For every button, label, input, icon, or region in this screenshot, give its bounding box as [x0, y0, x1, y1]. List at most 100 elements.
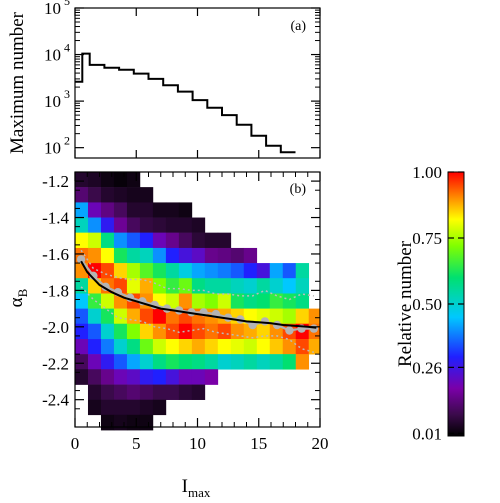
- dotted-upper-line: [80, 249, 315, 301]
- ytick-label-exponent: 5: [64, 0, 70, 8]
- xtick-label: 5: [132, 434, 141, 453]
- heatmap-cell: [217, 323, 232, 340]
- panel-a-ylabel: Maximum number: [7, 11, 28, 154]
- ytick-label-exponent: 3: [64, 87, 70, 101]
- heatmap-cell: [87, 339, 102, 355]
- heatmap-cell: [87, 247, 102, 264]
- heatmap-cell: [230, 263, 245, 279]
- heatmap-cell: [87, 293, 102, 309]
- heatmap-cell: [113, 217, 128, 233]
- heatmap-cell: [256, 339, 271, 355]
- heatmap-cell: [87, 308, 102, 325]
- heatmap-cell: [152, 202, 167, 218]
- heatmap-cell: [75, 172, 89, 188]
- heatmap-cell: [191, 278, 206, 294]
- heatmap-cell: [295, 339, 310, 355]
- ylabel-main: α: [6, 297, 27, 307]
- heatmap-cell: [87, 202, 102, 218]
- heatmap-cell: [295, 263, 310, 279]
- heatmap-cell: [113, 384, 128, 400]
- colorbar-label: Relative number: [395, 240, 416, 367]
- heatmap-cell: [87, 369, 102, 385]
- heatmap-cell: [217, 278, 232, 294]
- ytick-label: -2.2: [42, 354, 69, 373]
- colorbar-tick-label: 1.00: [412, 163, 442, 182]
- heatmap-cell: [75, 354, 89, 370]
- colorbar-ticks: 1.00 0.75 0.50 0.26 0.01: [412, 163, 464, 443]
- heatmap-cell: [139, 232, 154, 249]
- heatmap-cell: [75, 308, 89, 325]
- heatmap-cell: [113, 187, 128, 203]
- xlabel-main: I: [182, 476, 188, 497]
- panel-b-ticks: [74, 172, 321, 427]
- heatmap-cell: [126, 217, 141, 233]
- heatmap-cell: [126, 369, 141, 385]
- heatmap-cell: [178, 232, 193, 249]
- heatmap-cell: [100, 354, 115, 370]
- heatmap-cell: [217, 263, 232, 279]
- xtick-label: 0: [71, 434, 80, 453]
- heatmap-cell: [100, 384, 115, 400]
- heatmap-cell: [75, 217, 89, 233]
- heatmap-cell: [87, 384, 102, 400]
- heatmap-cell: [139, 323, 154, 340]
- heatmap-cell: [178, 384, 193, 400]
- data-point: [260, 317, 270, 326]
- heatmap-cell: [113, 263, 128, 279]
- ytick-label-exponent: 4: [64, 41, 70, 55]
- heatmap-cell: [191, 323, 206, 340]
- ytick-label: -2.0: [42, 318, 69, 337]
- heatmap-cell: [295, 354, 310, 370]
- heatmap-cell: [152, 369, 167, 385]
- heatmap-cell: [269, 354, 284, 370]
- heatmap-cell: [126, 278, 141, 294]
- heatmap-cell: [269, 278, 284, 294]
- heatmap-cell: [295, 278, 310, 294]
- panel-a-label: (a): [290, 19, 306, 34]
- colorbar-tick-label: 0.01: [412, 424, 442, 443]
- heatmap-cell: [243, 293, 258, 309]
- heatmap-cell: [100, 172, 115, 188]
- heatmap-cell: [152, 247, 167, 264]
- heatmap-cell: [87, 232, 102, 249]
- heatmap-cell: [139, 414, 154, 431]
- heatmap-cell: [100, 414, 115, 431]
- heatmap-cell: [282, 278, 297, 294]
- heatmap-cell: [178, 278, 193, 294]
- heatmap-cell: [100, 217, 115, 233]
- panel-b-label: (b): [290, 182, 307, 197]
- heatmap-cell: [113, 399, 128, 416]
- heatmap-cell: [191, 217, 206, 233]
- heatmap-cell: [178, 202, 193, 218]
- heatmap-cell: [191, 339, 206, 355]
- heatmap-cell: [282, 308, 297, 325]
- heatmap-cell: [191, 384, 206, 400]
- data-point: [285, 326, 294, 335]
- ytick-label: -2.4: [42, 391, 69, 410]
- panel-b-xtick-labels: 0 5 10 15 20: [71, 434, 329, 453]
- heatmap-cell: [139, 308, 154, 325]
- heatmap-cell: [139, 399, 154, 416]
- ytick-label: 10: [44, 139, 61, 158]
- heatmap-cell: [217, 247, 232, 264]
- heatmap-cells: [75, 172, 321, 431]
- heatmap-cell: [165, 217, 180, 233]
- heatmap-cell: [165, 339, 180, 355]
- xtick-label: 15: [250, 434, 267, 453]
- heatmap-cell: [282, 339, 297, 355]
- heatmap-cell: [152, 308, 167, 325]
- heatmap-cell: [87, 399, 102, 416]
- heatmap-cell: [269, 308, 284, 325]
- heatmap-cell: [204, 323, 219, 340]
- data-point: [76, 255, 86, 264]
- heatmap-cell: [178, 354, 193, 370]
- heatmap-cell: [204, 232, 219, 249]
- heatmap-cell: [165, 232, 180, 249]
- heatmap-cell: [126, 384, 141, 400]
- panel-b-xlabel: Imax: [182, 476, 211, 500]
- panel-b-ytick-labels: -1.2 -1.4 -1.6 -1.8 -2.0 -2.2 -2.4: [42, 172, 69, 410]
- heatmap-cell: [75, 232, 89, 249]
- heatmap-cell: [126, 187, 141, 203]
- heatmap-cell: [139, 384, 154, 400]
